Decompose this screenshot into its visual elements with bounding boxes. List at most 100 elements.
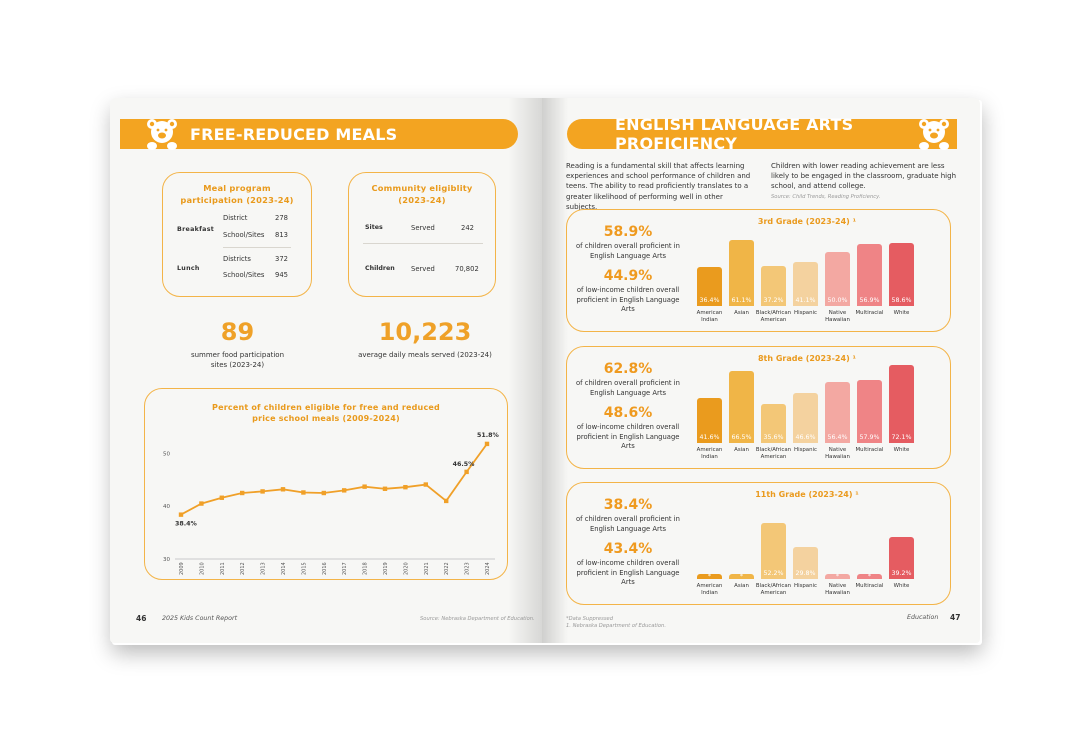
grade-card: 3rd Grade (2023-24) ¹ 58.9% of children ov…: [566, 209, 951, 332]
bar: 46.6%: [793, 392, 818, 443]
page-number: 46: [136, 614, 147, 623]
footnote: 1. Nebraska Department of Education.: [566, 623, 666, 629]
bar-value-label: 72.1%: [891, 434, 912, 441]
x-tick-label: 2019: [383, 562, 389, 575]
low-income-proficiency-pct: 44.9%: [603, 268, 653, 284]
teddy-bear-icon: [147, 119, 177, 150]
category-label: Black/African American: [755, 583, 792, 596]
bar-value-label: *: [867, 573, 872, 580]
bar-value-label: 52.2%: [763, 569, 784, 577]
bar-value-label: *: [707, 573, 712, 580]
bar-value-label: 41.6%: [699, 433, 720, 441]
left-page: FREE-REDUCED MEALS Meal program particip…: [110, 98, 542, 643]
page-number: 47: [950, 613, 961, 622]
grade-card: 8th Grade (2023-24) ¹ 62.8% of children ov…: [566, 346, 951, 469]
page-footer: Education: [907, 614, 939, 621]
bar-value-label: *: [739, 573, 744, 580]
category-label: American Indian: [696, 447, 723, 460]
x-tick-label: 2017: [342, 562, 348, 575]
x-tick-label: 2012: [240, 562, 246, 575]
x-tick-label: 2010: [199, 562, 205, 575]
line-chart: 30 40 50 2009 2010 2011 2012 2013 2014 2015 2016 20…: [163, 432, 500, 575]
y-tick-label: 50: [163, 451, 170, 457]
lunch-label: Lunch: [177, 265, 200, 272]
bar: *: [857, 573, 882, 580]
community-eligibility-card: Community eligiblity (2023-24) Sites Ser…: [348, 172, 496, 297]
source-note: Source: Nebraska Department of Education…: [420, 616, 535, 622]
bar: 66.5%: [729, 371, 754, 443]
x-tick-label: 2014: [281, 562, 287, 575]
card-title-line1: Meal program: [203, 183, 271, 193]
data-point: [178, 512, 184, 517]
bar: 72.1%: [889, 365, 914, 443]
data-label: 38.4%: [175, 521, 198, 528]
grade-card: 11th Grade (2023-24) ¹ 38.4% of children o…: [566, 482, 951, 605]
data-point: [260, 489, 265, 494]
bar: *: [825, 573, 850, 580]
data-label: 46.5%: [453, 461, 476, 468]
grade-title: 3rd Grade (2023-24) ¹: [757, 217, 857, 226]
page-footer: 2025 Kids Count Report: [162, 615, 238, 622]
category-label: Native Hawaiian: [825, 583, 850, 596]
divider: [363, 243, 483, 244]
right-page: ENGLISH LANGUAGE ARTS PROFICIENCY Readin…: [542, 98, 980, 643]
data-label: 51.8%: [477, 432, 500, 439]
x-tick-label: 2015: [301, 562, 307, 575]
intro-paragraph: Reading is a fundamental skill that affe…: [566, 162, 751, 211]
x-tick-label: 2016: [322, 562, 328, 575]
children-label: Children: [365, 265, 395, 272]
data-point: [199, 501, 204, 506]
breakfast-label: Breakfast: [177, 226, 215, 233]
card-title-line2: participation (2023-24): [180, 195, 294, 205]
category-label: Black/African American: [755, 310, 792, 323]
x-tick-label: 2020: [403, 562, 409, 575]
bar: 52.2%: [761, 522, 786, 579]
bar: 41.1%: [793, 261, 818, 306]
overall-proficiency-text: of children overall proficient in Englis…: [576, 515, 680, 533]
overall-proficiency-text: of children overall proficient in Englis…: [576, 379, 680, 397]
overall-proficiency-text: of children overall proficient in Englis…: [576, 242, 680, 260]
bar-value-label: *: [835, 573, 840, 580]
lunch-row-label: School/Sites: [223, 271, 265, 279]
summer-sites-stat: 89: [220, 318, 255, 346]
category-label: Asian: [734, 583, 749, 589]
bar: 56.9%: [857, 244, 882, 306]
overall-proficiency-pct: 38.4%: [603, 497, 653, 513]
intro-paragraph: Children with lower reading achievement …: [771, 162, 957, 191]
category-label: White: [893, 583, 910, 589]
bar: 61.1%: [729, 239, 754, 306]
line-chart-card: Percent of children eligible for free an…: [144, 388, 508, 580]
category-label: White: [893, 310, 910, 316]
category-label: Black/African American: [755, 447, 792, 460]
grade-title: 8th Grade (2023-24) ¹: [757, 354, 857, 363]
low-income-proficiency-pct: 48.6%: [603, 405, 653, 421]
low-income-proficiency-text: of low-income children overall proficien…: [576, 286, 680, 313]
bar: 35.6%: [761, 404, 786, 443]
y-tick-label: 40: [163, 504, 170, 510]
data-point: [382, 486, 388, 491]
overall-proficiency-pct: 58.9%: [603, 224, 653, 240]
lunch-row-value: 945: [275, 271, 288, 279]
chart-title-line1: Percent of children eligible for free an…: [212, 403, 440, 412]
data-point: [321, 490, 326, 496]
bar: 39.2%: [889, 536, 914, 579]
category-label: Hispanic: [794, 310, 817, 316]
lunch-row-value: 372: [275, 255, 288, 263]
sites-sub: Served: [411, 224, 435, 232]
x-tick-label: 2023: [465, 562, 471, 575]
daily-meals-stat: 10,223: [378, 318, 472, 346]
sites-label: Sites: [365, 224, 383, 231]
page-gutter-shadow: [508, 98, 542, 643]
banner-title: ENGLISH LANGUAGE ARTS PROFICIENCY: [615, 115, 854, 153]
bar: 29.8%: [793, 546, 818, 579]
bar: 57.9%: [857, 380, 882, 443]
breakfast-row-label: School/Sites: [223, 231, 265, 239]
breakfast-row-value: 278: [275, 214, 288, 222]
bar: 56.4%: [825, 381, 850, 443]
data-point: [219, 495, 224, 500]
intro-source: Source: Child Trends, Reading Proficienc…: [771, 194, 881, 200]
page-gutter-shadow: [542, 98, 568, 643]
section-banner: FREE-REDUCED MEALS: [120, 119, 518, 149]
card-title-line1: Community eligiblity: [371, 183, 473, 193]
bar: *: [729, 573, 754, 580]
